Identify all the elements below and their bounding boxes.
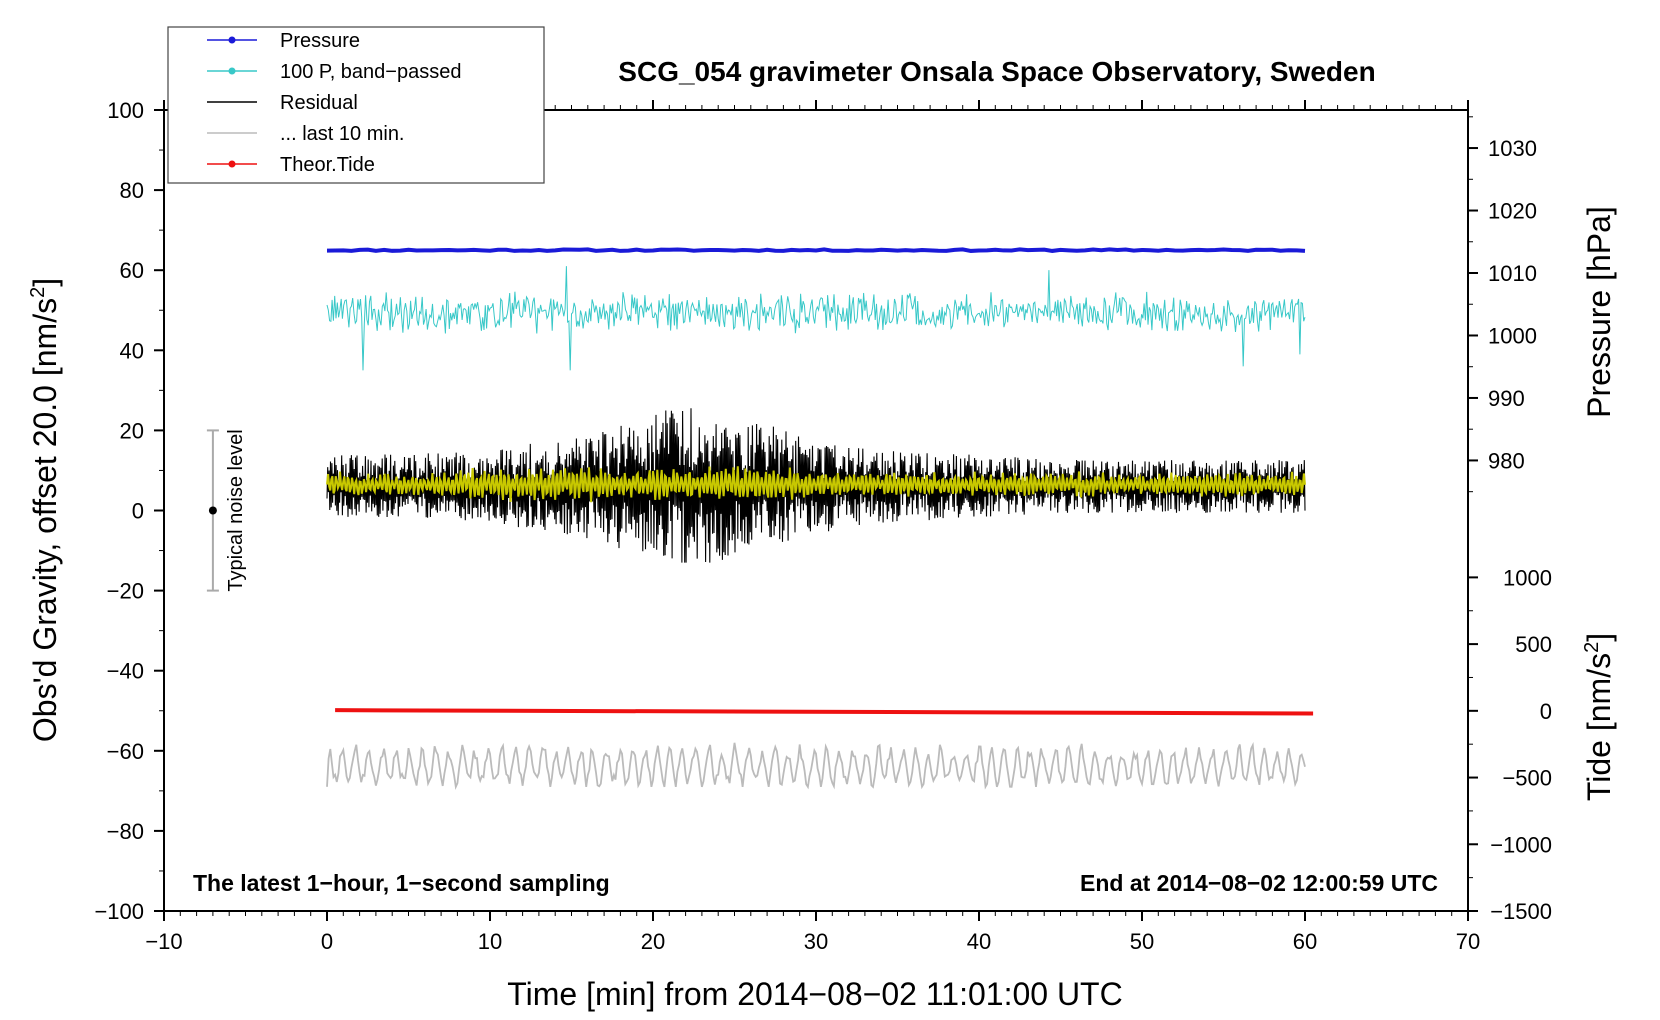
last-10-min-series xyxy=(326,741,1306,791)
y-tick-label: 40 xyxy=(120,338,144,363)
x-tick-label: 20 xyxy=(641,929,665,954)
legend-label: 100 P, band−passed xyxy=(280,61,461,83)
pressure-tick-label: 990 xyxy=(1488,386,1525,411)
tide-tick-label: −1500 xyxy=(1490,899,1552,924)
y-axis-label-tide: Tide [nm/s2] xyxy=(1581,633,1617,801)
y-tick-label: 60 xyxy=(120,258,144,283)
y-tick-label: −60 xyxy=(107,739,144,764)
y-axis-label-tide-sup: 2 xyxy=(1581,642,1603,653)
annotation-bottom-left: The latest 1−hour, 1−second sampling xyxy=(193,870,610,896)
tide-tick-label: 0 xyxy=(1540,699,1552,724)
pressure-tick-label: 1000 xyxy=(1488,323,1537,348)
x-tick-label: 0 xyxy=(321,929,333,954)
pressure-tick-label: 1010 xyxy=(1488,261,1537,286)
y-axis-label-left-end: ] xyxy=(27,278,63,287)
x-tick-label: 70 xyxy=(1456,929,1480,954)
y-tick-label: −20 xyxy=(107,579,144,604)
y-axis-label-left: Obs'd Gravity, offset 20.0 [nm/s2] xyxy=(27,278,63,742)
legend-label: Theor.Tide xyxy=(280,154,375,176)
data-series-layer xyxy=(326,247,1314,791)
x-axis-label: Time [min] from 2014−08−02 11:01:00 UTC xyxy=(507,976,1122,1012)
axis-ticks-layer: −10 0 10 20 30 40 50 60 70−100−80−60−40−20020406… xyxy=(94,98,1552,954)
noise-label: Typical noise level xyxy=(225,429,247,591)
tide-tick-label: −500 xyxy=(1502,766,1552,791)
tide-tick-label: 1000 xyxy=(1503,565,1552,590)
x-tick-label: 50 xyxy=(1130,929,1154,954)
annotation-bottom-right: End at 2014−08−02 12:00:59 UTC xyxy=(1080,870,1438,896)
y-tick-label: −100 xyxy=(94,899,144,924)
residual-overlay-series xyxy=(326,466,1306,503)
y-axis-label-tide-main: Tide [nm/s xyxy=(1581,653,1617,801)
y-axis-label-tide-end: ] xyxy=(1581,633,1617,642)
pressure-tick-label: 1030 xyxy=(1488,136,1537,161)
legend-marker xyxy=(228,67,236,75)
x-tick-label: 60 xyxy=(1293,929,1317,954)
pressure-tick-label: 980 xyxy=(1488,448,1525,473)
y-tick-label: −40 xyxy=(107,659,144,684)
y-tick-label: −80 xyxy=(107,819,144,844)
legend-marker xyxy=(228,36,236,44)
pressure-tick-label: 1020 xyxy=(1488,199,1537,224)
theor-tide-series xyxy=(335,708,1314,716)
x-tick-label: −10 xyxy=(145,929,182,954)
x-tick-label: 40 xyxy=(967,929,991,954)
y-axis-label-left-main: Obs'd Gravity, offset 20.0 [nm/s xyxy=(27,298,63,742)
legend-label: Pressure xyxy=(280,30,360,52)
legend-label: ... last 10 min. xyxy=(280,123,405,145)
legend-label: Residual xyxy=(280,92,358,114)
y-tick-label: 80 xyxy=(120,178,144,203)
y-axis-label-pressure: Pressure [hPa] xyxy=(1581,206,1617,418)
tide-tick-label: 500 xyxy=(1515,632,1552,657)
y-axis-label-left-sup: 2 xyxy=(27,287,49,298)
y-tick-label: 0 xyxy=(132,499,144,524)
y-tick-label: 20 xyxy=(120,418,144,443)
legend-box xyxy=(167,26,545,184)
x-tick-label: 10 xyxy=(478,929,502,954)
noise-bar-dot xyxy=(208,506,217,515)
legend: Pressure 100 P, band−passed Residual ... la… xyxy=(167,26,545,184)
chart-title: SCG_054 gravimeter Onsala Space Observat… xyxy=(618,56,1375,87)
band-passed-series xyxy=(326,266,1306,371)
noise-indicator: Typical noise level xyxy=(206,429,247,592)
pressure-series xyxy=(326,247,1306,253)
tide-tick-label: −1000 xyxy=(1490,832,1552,857)
y-tick-label: 100 xyxy=(107,98,144,123)
legend-marker xyxy=(228,160,236,168)
x-tick-label: 30 xyxy=(804,929,828,954)
